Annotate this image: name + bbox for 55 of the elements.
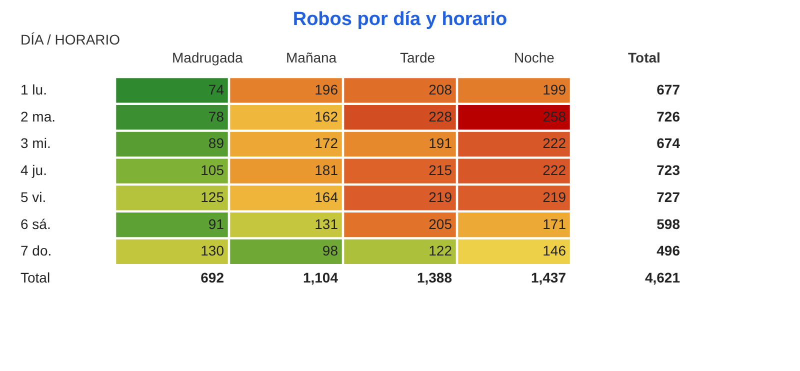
y2-tick-label: 674 bbox=[656, 135, 680, 152]
data-label: 91 bbox=[208, 216, 224, 232]
y2-axis-title: Total bbox=[628, 50, 660, 66]
data-label: 219 bbox=[428, 188, 452, 205]
y2-tick-label: 677 bbox=[656, 81, 680, 98]
data-label: 125 bbox=[200, 188, 224, 205]
data-label: 228 bbox=[428, 108, 452, 124]
y2-tick-label: 727 bbox=[656, 188, 680, 205]
y-tick-label: 2 ma. bbox=[20, 108, 56, 124]
y2-tick-label: 598 bbox=[656, 216, 680, 232]
x-tick-label: Madrugada bbox=[172, 50, 244, 66]
y2-tick-label: 4,621 bbox=[644, 270, 680, 286]
y-tick-label: Total bbox=[20, 270, 50, 286]
data-label: 199 bbox=[542, 81, 566, 98]
data-label: 89 bbox=[208, 135, 224, 152]
data-label: 164 bbox=[314, 188, 338, 205]
data-label: 258 bbox=[542, 108, 566, 124]
y2-tick-label: 496 bbox=[656, 242, 680, 259]
data-label: 146 bbox=[542, 242, 566, 259]
x-tick-label: Mañana bbox=[286, 50, 337, 66]
data-label: 215 bbox=[428, 162, 452, 178]
data-label: 162 bbox=[314, 108, 338, 124]
data-label: 172 bbox=[314, 135, 338, 152]
data-label: 205 bbox=[428, 216, 452, 232]
y-tick-label: 1 lu. bbox=[20, 81, 47, 98]
text: 1,437 bbox=[530, 270, 566, 286]
data-label: 191 bbox=[428, 135, 452, 152]
data-label: 98 bbox=[322, 242, 338, 259]
data-label: 219 bbox=[542, 188, 566, 205]
text: 1,104 bbox=[302, 270, 338, 286]
data-label: 222 bbox=[542, 162, 566, 178]
y-axis-title: DÍA / HORARIO bbox=[20, 32, 120, 48]
data-label: 74 bbox=[208, 81, 224, 98]
data-label: 171 bbox=[542, 216, 566, 232]
chart-title: Robos por día y horario bbox=[292, 9, 508, 30]
y2-tick-label: 726 bbox=[656, 108, 680, 124]
data-label: 222 bbox=[542, 135, 566, 152]
data-label: 105 bbox=[200, 162, 224, 178]
y-tick-label: 3 mi. bbox=[20, 135, 51, 152]
text: 692 bbox=[200, 270, 224, 286]
data-label: 122 bbox=[428, 242, 452, 259]
data-label: 208 bbox=[428, 81, 452, 98]
data-label: 130 bbox=[200, 242, 224, 259]
y2-tick-label: 723 bbox=[656, 162, 680, 178]
data-label: 78 bbox=[208, 108, 224, 124]
data-label: 131 bbox=[314, 216, 338, 232]
y-tick-label: 7 do. bbox=[20, 242, 52, 259]
x-tick-label: Tarde bbox=[400, 50, 436, 66]
y-tick-label: 5 vi. bbox=[20, 188, 46, 205]
text: 1,388 bbox=[416, 270, 452, 286]
data-label: 181 bbox=[314, 162, 338, 178]
x-tick-label: Noche bbox=[514, 50, 555, 66]
data-label: 196 bbox=[314, 81, 338, 98]
y-tick-label: 4 ju. bbox=[20, 162, 47, 178]
y-tick-label: 6 sá. bbox=[20, 216, 51, 232]
